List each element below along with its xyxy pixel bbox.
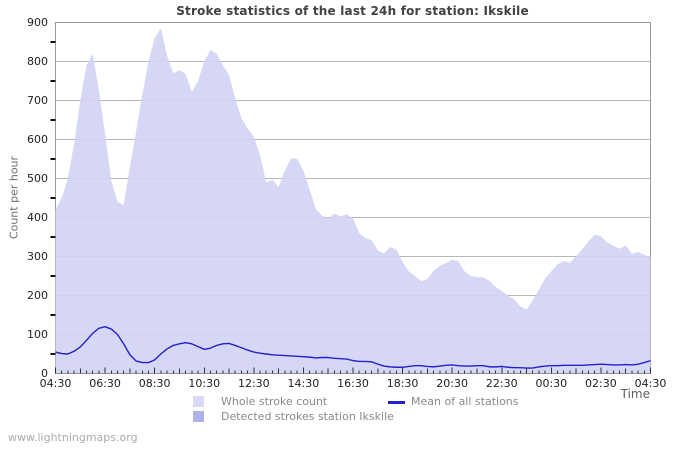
x-axis-label: 16:30 bbox=[337, 377, 369, 390]
legend-swatch-detected-strokes bbox=[193, 411, 204, 422]
y-axis-label: 600 bbox=[27, 132, 48, 146]
y-axis-label: 500 bbox=[27, 171, 48, 185]
y-axis-label: 700 bbox=[27, 93, 48, 107]
x-axis-label: 04:30 bbox=[39, 377, 72, 390]
legend-label-whole-stroke-count: Whole stroke count bbox=[221, 395, 328, 408]
legend-label-detected-strokes: Detected strokes station Ikskile bbox=[221, 410, 394, 423]
x-axis-label: 14:30 bbox=[287, 377, 320, 390]
y-axis-label: 100 bbox=[27, 327, 48, 341]
x-axis-label: 06:30 bbox=[89, 377, 121, 390]
x-axis-label: 12:30 bbox=[237, 377, 270, 390]
legend-label-mean-of-all-stations: Mean of all stations bbox=[411, 395, 519, 408]
site-url: www.lightningmaps.org bbox=[8, 431, 138, 444]
x-axis-label: 00:30 bbox=[535, 377, 568, 390]
x-axis-label: 04:30 bbox=[634, 377, 667, 390]
mean-of-all-stations-line bbox=[55, 326, 651, 369]
x-axis-label: 22:30 bbox=[485, 377, 518, 390]
chart-title: Stroke statistics of the last 24h for st… bbox=[176, 4, 529, 18]
whole-stroke-count-area bbox=[55, 28, 651, 374]
x-axis-label: 08:30 bbox=[138, 377, 171, 390]
x-axis-label: 18:30 bbox=[386, 377, 419, 390]
y-axis-label: 800 bbox=[27, 54, 48, 68]
y-axis-label: 0 bbox=[41, 366, 48, 380]
y-axis-label: 200 bbox=[27, 288, 48, 302]
x-axis-label: 20:30 bbox=[436, 377, 468, 390]
y-axis-label: 900 bbox=[27, 15, 48, 29]
y-axis-label: 400 bbox=[27, 210, 48, 224]
x-axis-label: 02:30 bbox=[585, 377, 617, 390]
legend-line-mean-of-all-stations bbox=[388, 401, 405, 404]
legend-swatch-whole-stroke-count bbox=[193, 396, 204, 407]
y-axis-label: 300 bbox=[27, 249, 48, 263]
x-axis-label: 10:30 bbox=[188, 377, 221, 390]
x-axis-title: Time bbox=[620, 387, 650, 401]
